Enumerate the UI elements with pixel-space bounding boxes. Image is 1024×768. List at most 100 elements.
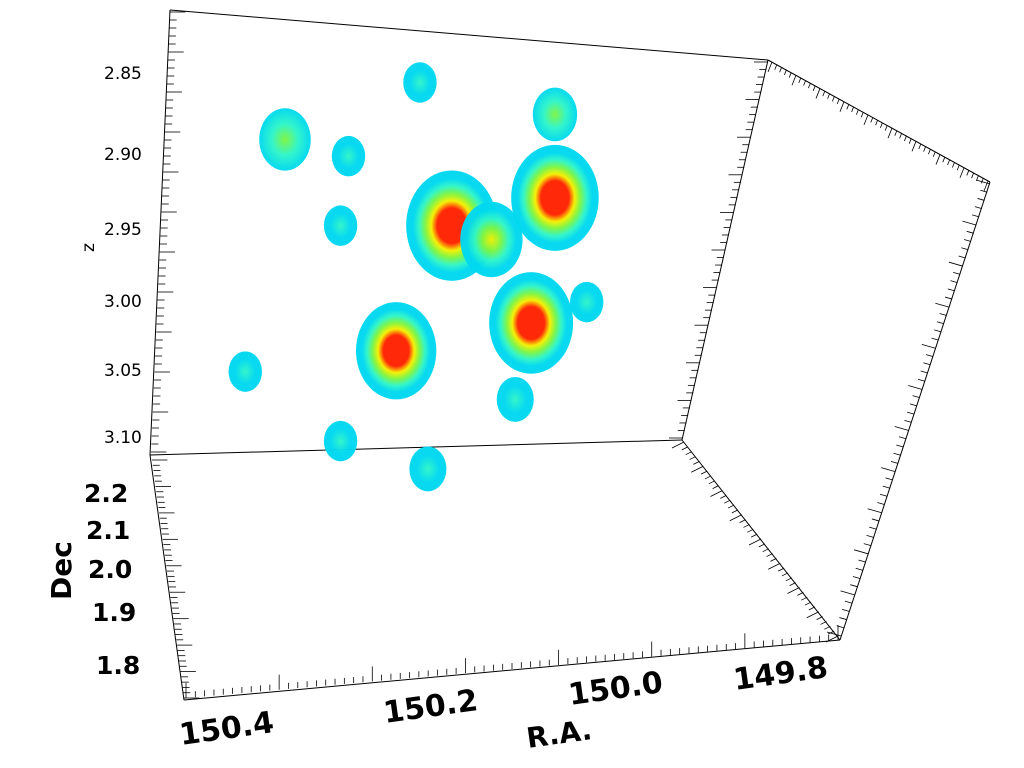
density-clump [323,205,358,246]
z-tick-label: 3.00 [104,292,142,312]
floor-right-tick [808,606,816,611]
top-right-tick [767,61,773,73]
front-right-tick [936,321,945,325]
front-right-tick [944,296,953,300]
floor-right-tick [681,446,689,451]
density-clump [323,420,358,462]
floor-right-tick [787,587,800,594]
front-right-tick [966,230,974,234]
density-clump [489,272,574,374]
front-right-tick [890,461,899,464]
ra-axis-line [183,639,841,701]
floor-right-tick [685,451,692,456]
front-right-tick [866,534,874,538]
top-right-tick [822,90,826,97]
floor-right-tick [691,465,704,473]
floor-right-tick [731,509,739,514]
front-right-tick [909,403,917,407]
floor-right-tick [785,577,792,582]
top-right-tick [803,80,806,86]
top-right-tick [839,101,845,112]
front-right-tick [925,354,934,357]
front-right-tick [867,508,882,514]
top-right-tick [980,178,984,184]
floor-right-tick [801,596,808,601]
dec-tick-label: 2.2 [84,479,128,508]
top-right-tick [918,143,922,150]
front-right-tick [972,214,980,218]
front-right-tick [950,280,958,284]
floor-right-tick [777,567,785,572]
front-right-tick [850,584,858,588]
top-right-tick [959,167,965,178]
density-clump [511,144,599,251]
density-clump [355,302,437,400]
floor-right-tick [747,528,754,533]
ra-tick-label: 150.4 [177,705,276,753]
dec-tick-label: 2.0 [88,555,132,584]
front-right-tick [948,261,964,267]
floor-right-tick [704,475,712,480]
top-right-tick [812,85,816,91]
density-clump [331,135,366,177]
z-tick-label: 2.95 [104,220,142,240]
z-tick-label: 3.10 [104,428,142,448]
top-right-tick [899,133,902,139]
top-right-tick [952,162,955,168]
floor-right-tick [766,553,773,557]
density-clump [569,281,604,323]
density-clumps [228,62,604,492]
front-right-tick [980,189,988,193]
ra-tick-label: 149.8 [731,650,830,698]
top-right-edge [767,59,991,183]
front-right-tick [877,502,885,505]
floor-right-tick [739,519,746,523]
ra-tick-labels: 150.4 150.2 150.0 149.8 [177,650,830,753]
front-right-tick [898,436,907,440]
top-right-tick [942,157,946,163]
top-right-tick [894,130,898,136]
floor-right-tick [770,558,777,562]
z-tick-label: 2.85 [104,64,142,84]
top-right-tick [880,122,883,128]
top-right-tick [976,175,979,181]
top-right-tick [935,154,941,165]
front-right-tick [939,313,947,316]
ra-axis-title: R.A. [524,713,594,755]
top-right-tick [860,112,864,118]
top-right-tick [832,96,835,102]
front-right-tick [871,518,880,522]
z-tick-label: 2.90 [104,145,142,165]
top-right-tick [932,151,936,158]
front-right-tick [844,600,852,604]
density-clump [496,376,534,422]
floor-right-tick [804,601,812,606]
front-right-tick [961,247,969,251]
floor-right-tick [781,572,789,577]
front-right-tick [934,329,942,333]
front-right-tick [962,220,977,226]
top-right-tick [808,83,811,89]
front-right-edge [839,181,991,641]
floor-right-tick [797,591,804,596]
front-right-tick [863,543,871,546]
dec-tick-label: 2.1 [86,516,130,545]
floor-right-tick [727,504,735,509]
top-right-tick [827,93,830,99]
front-right-tick [869,526,877,530]
density-clump [532,87,578,142]
front-right-tick [958,255,966,259]
top-right-tick [971,172,974,179]
tick-marks [151,11,991,699]
top-right-tick [836,98,840,105]
floor-right-tick [816,616,823,620]
front-right-tick [917,378,926,382]
front-right-tick [893,452,901,456]
dec-tick-labels: 1.8 1.9 2.0 2.1 2.2 [84,479,140,680]
z-axis-line [149,9,171,456]
front-right-tick [842,608,850,612]
back-top-edge [169,9,769,61]
top-right-tick [815,88,821,99]
top-right-tick [875,120,878,126]
